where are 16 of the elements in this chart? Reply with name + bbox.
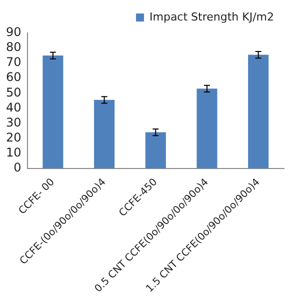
- y-tick-label: 40: [6, 100, 22, 114]
- bar: [94, 100, 115, 168]
- y-tick-label: 20: [6, 130, 22, 144]
- bar: [196, 88, 218, 168]
- y-tick-label: 30: [6, 115, 22, 130]
- y-tick-label: 10: [6, 145, 22, 160]
- bar: [42, 56, 64, 168]
- y-tick-label: 70: [6, 55, 22, 70]
- y-tick-label: 60: [6, 70, 22, 84]
- y-tick-label: 50: [6, 85, 22, 100]
- legend-label: Impact Strength KJ/m2: [150, 10, 274, 24]
- y-tick-label: 80: [6, 40, 22, 54]
- bar: [145, 132, 166, 168]
- y-tick-label: 90: [6, 25, 22, 40]
- bar: [248, 54, 269, 168]
- y-tick-label: 0: [14, 160, 22, 174]
